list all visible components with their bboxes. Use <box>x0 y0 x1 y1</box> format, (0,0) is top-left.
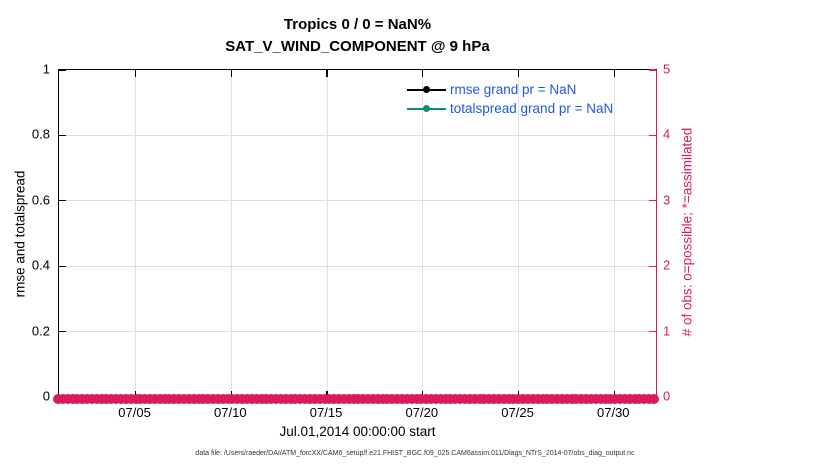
x-tick-label: 07/05 <box>118 405 151 420</box>
left-tick <box>59 265 66 267</box>
x-tick-label: 07/25 <box>501 405 534 420</box>
top-tick <box>134 70 137 77</box>
left-tick <box>59 331 66 333</box>
left-axis-label: rmse and totalspread <box>12 170 28 298</box>
legend-item-rmse: rmse grand pr = NaN <box>407 80 613 99</box>
left-tick-label: 0 <box>42 388 50 404</box>
left-tick-label: 0.2 <box>31 323 50 339</box>
h-gridline <box>59 200 656 202</box>
top-tick <box>422 70 424 77</box>
right-tick-label: 1 <box>663 323 671 339</box>
chart-subtitle: SAT_V_WIND_COMPONENT @ 9 hPa <box>225 38 490 55</box>
v-gridline <box>326 70 328 398</box>
legend-item-totalspread: totalspread grand pr = NaN <box>407 99 613 118</box>
x-tick-label: 07/10 <box>214 405 247 420</box>
v-gridline <box>422 70 424 398</box>
left-tick-label: 1 <box>42 61 50 77</box>
right-tick <box>649 265 656 267</box>
v-gridline <box>613 70 615 398</box>
legend: rmse grand pr = NaN totalspread grand pr… <box>407 80 613 118</box>
obs-count-marker-band <box>53 394 662 404</box>
data-file-path: data file: /Users/raeder/DAI/ATM_forcXX/… <box>195 450 635 457</box>
right-tick <box>649 134 656 136</box>
x-tick-label: 07/15 <box>309 405 343 420</box>
obs-marker <box>649 394 659 404</box>
v-gridline <box>518 70 520 398</box>
right-tick-label: 3 <box>663 192 671 208</box>
legend-label-totalspread: totalspread grand pr = NaN <box>450 101 614 116</box>
h-gridline <box>59 331 656 333</box>
right-tick <box>649 69 656 71</box>
left-tick-label: 0.6 <box>31 192 50 208</box>
right-tick <box>649 331 656 333</box>
right-tick-label: 0 <box>663 388 671 404</box>
x-tick-label: 07/20 <box>405 405 439 420</box>
left-tick-label: 0.4 <box>31 257 50 273</box>
right-tick-label: 2 <box>663 257 671 273</box>
rmse-line-marker-icon <box>407 85 446 94</box>
right-tick-label: 4 <box>663 126 671 142</box>
x-tick-label: 07/30 <box>597 405 630 420</box>
x-axis-label: Jul.01,2014 00:00:00 start <box>279 424 436 439</box>
h-gridline <box>59 134 656 136</box>
plot-area <box>58 69 657 399</box>
right-axis-label: # of obs: o=possible; *=assimilated <box>679 127 695 337</box>
top-tick <box>613 70 615 77</box>
right-tick <box>649 200 656 202</box>
top-tick <box>517 70 520 77</box>
left-tick <box>59 69 66 71</box>
left-tick <box>59 134 66 136</box>
top-tick <box>326 70 328 77</box>
legend-label-rmse: rmse grand pr = NaN <box>450 82 577 97</box>
left-tick <box>59 200 66 202</box>
left-tick-label: 0.8 <box>31 126 50 142</box>
v-gridline <box>135 70 137 398</box>
right-tick-label: 5 <box>663 61 671 77</box>
top-tick <box>230 70 232 77</box>
h-gridline <box>59 265 656 267</box>
totalspread-line-marker-icon <box>407 104 446 113</box>
chart-title: Tropics 0 / 0 = NaN% <box>283 16 432 33</box>
v-gridline <box>230 70 232 398</box>
